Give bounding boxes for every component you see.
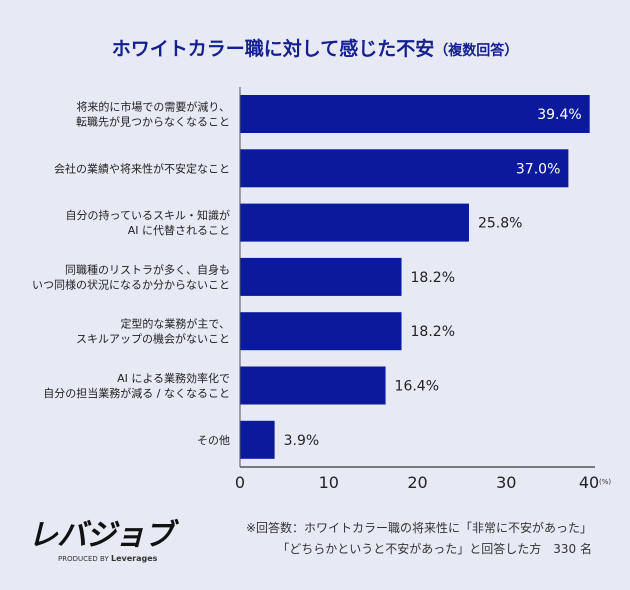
bar	[240, 420, 275, 459]
category-label: その他	[197, 434, 230, 447]
category-label: 定型的な業務が主で、	[120, 317, 230, 331]
bar	[240, 257, 402, 296]
data-label: 18.2%	[411, 270, 455, 286]
x-unit-label: (%)	[599, 478, 611, 486]
bar	[240, 149, 569, 188]
x-tick-label: 10	[319, 473, 339, 492]
chart-title: ホワイトカラー職に対して感じた不安（複数回答）	[0, 34, 630, 61]
category-label: AI に代替されること	[128, 223, 230, 237]
bar-chart: 39.4% 将来的に市場での需要が減り、転職先が見つからなくなること 37.0% 会社…	[32, 87, 611, 492]
logo-mark: レバジョブ	[28, 518, 174, 553]
category-label: 会社の業績や将来性が不安定なこと	[54, 161, 230, 175]
title-main: ホワイトカラー職に対して感じた不安	[111, 38, 435, 60]
respondent-note: ※回答数：ホワイトカラー職の将来性に「非常に不安があった」 「どちらかというと不…	[246, 518, 592, 560]
category-label: 転職先が見つからなくなること	[76, 115, 230, 129]
bar	[240, 366, 386, 405]
note-line-1: ※回答数：ホワイトカラー職の将来性に「非常に不安があった」	[245, 521, 592, 535]
category-label: 将来的に市場での需要が減り、	[76, 100, 230, 114]
x-tick-label: 30	[496, 473, 516, 492]
bar	[240, 95, 590, 133]
title-subtitle: （複数回答）	[434, 43, 519, 59]
bar	[240, 203, 469, 242]
category-label: 自分の持っているスキル・知識が	[66, 208, 230, 222]
x-tick-label: 0	[235, 473, 245, 492]
category-label: 同職種のリストラが多く、自身も	[65, 262, 230, 276]
data-label: 39.4%	[537, 107, 581, 123]
x-tick-label: 40	[579, 473, 599, 492]
category-label: いつ同様の状況になるか分からないこと	[32, 277, 230, 291]
leverages-logo: レバジョブ PRODUCED BY Leverages	[28, 510, 174, 563]
data-label: 3.9%	[284, 433, 320, 449]
data-label: 18.2%	[411, 324, 455, 340]
produced-by: PRODUCED BY Leverages	[58, 554, 158, 563]
data-label: 25.8%	[478, 216, 522, 232]
category-label: スキルアップの機会がないこと	[76, 332, 230, 346]
x-tick-label: 20	[407, 473, 427, 492]
note-line-2: 「どちらかというと不安があった」と回答した方 330 名	[277, 542, 592, 556]
data-label: 37.0%	[516, 161, 560, 177]
category-label: 自分の担当業務が減る / なくなること	[43, 386, 230, 400]
bar	[240, 312, 402, 351]
data-label: 16.4%	[395, 379, 439, 395]
category-label: AI による業務効率化で	[117, 371, 230, 385]
